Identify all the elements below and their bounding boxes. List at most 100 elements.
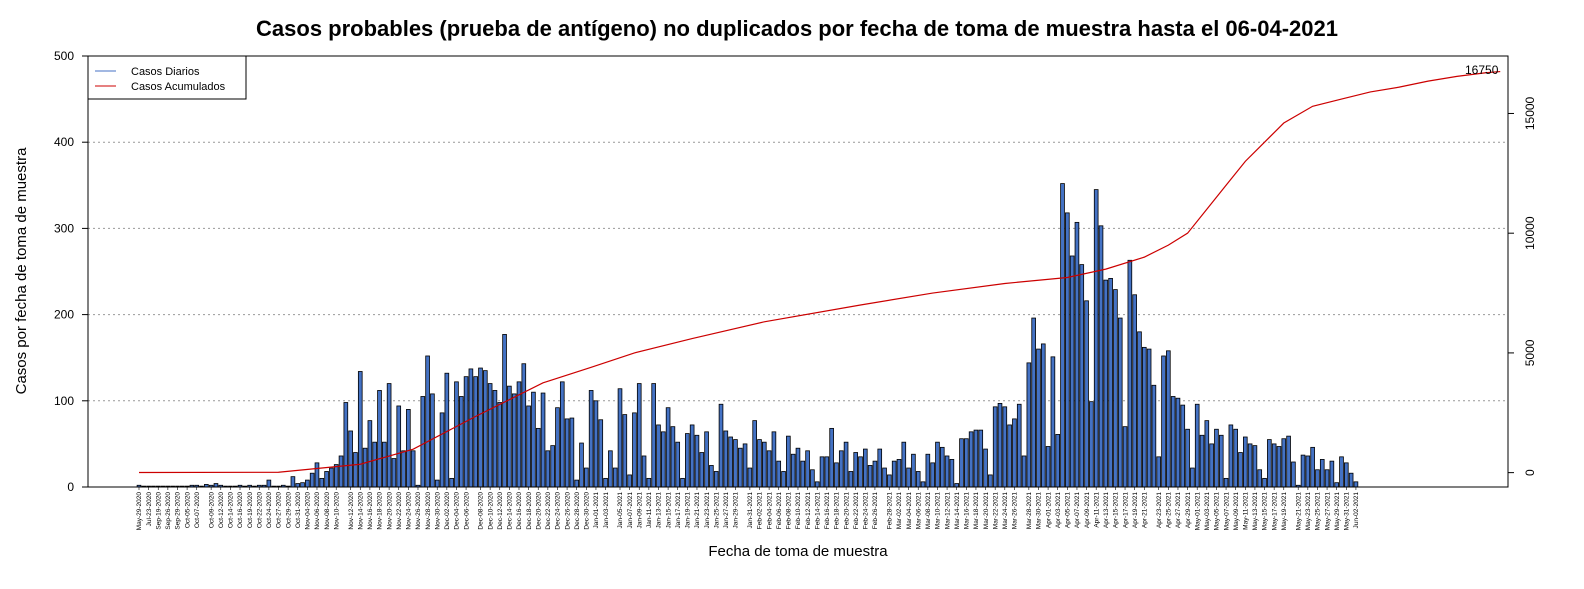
bar — [478, 367, 483, 488]
bar — [766, 450, 772, 488]
x-tick-label: Jan-25-2021 — [713, 492, 720, 529]
bar — [983, 448, 988, 488]
x-tick-label: Jan-31-2021 — [747, 492, 754, 529]
bar — [1146, 348, 1152, 488]
bar — [858, 456, 863, 488]
x-tick-label: Dec-06-2020 — [463, 492, 470, 530]
x-tick-label: Jan-07-2021 — [627, 492, 634, 529]
x-tick-label: Nov-22-2020 — [396, 492, 403, 530]
bar — [978, 429, 984, 488]
bar — [906, 467, 911, 488]
x-tick-label: Oct-09-2020 — [208, 492, 215, 529]
bar — [492, 390, 498, 488]
x-tick-label: Nov-26-2020 — [415, 492, 422, 530]
daily-bars — [136, 183, 1359, 488]
bar — [333, 464, 339, 488]
x-tick-label: Feb-08-2021 — [786, 492, 793, 530]
bar — [1156, 456, 1162, 488]
bar — [939, 446, 945, 488]
bar — [1074, 221, 1080, 488]
bar — [742, 443, 748, 488]
bar — [511, 393, 517, 488]
x-tick-label: Oct-12-2020 — [218, 492, 225, 529]
x-tick-label: Jan-01-2021 — [593, 492, 600, 529]
bar — [834, 462, 839, 488]
x-tick-label: Oct-22-2020 — [256, 492, 263, 529]
bar — [300, 482, 305, 488]
x-tick-label: Sep-29-2020 — [175, 492, 182, 530]
x-tick-label: May-11-2021 — [1243, 492, 1250, 530]
bar — [814, 481, 820, 488]
bar — [800, 460, 806, 488]
x-tick-label: Feb-16-2021 — [824, 492, 831, 530]
bar — [713, 471, 719, 488]
bar — [901, 441, 907, 488]
bar — [473, 376, 478, 488]
x-tick-label: Mar-06-2021 — [915, 492, 922, 530]
x-tick-label: Apr-09-2021 — [1084, 492, 1091, 529]
bar — [617, 388, 623, 488]
bar — [1016, 403, 1022, 488]
bar — [1214, 428, 1219, 488]
bar — [1060, 183, 1065, 488]
bar — [564, 418, 570, 488]
bar — [396, 405, 402, 488]
bar — [295, 483, 301, 488]
bar — [319, 477, 325, 488]
bar — [410, 450, 416, 488]
bar — [872, 460, 878, 488]
bar — [694, 434, 700, 488]
bar — [579, 442, 584, 488]
bar — [1122, 426, 1128, 488]
bar — [420, 396, 426, 488]
bar — [598, 419, 604, 488]
x-tick-label: Jan-21-2021 — [694, 492, 701, 529]
x-tick-label: Feb-28-2021 — [887, 492, 894, 530]
x-tick-label: Apr-27-2021 — [1175, 492, 1182, 529]
x-tick-label: Dec-30-2020 — [584, 492, 591, 530]
chart-title: Casos probables (prueba de antígeno) no … — [256, 16, 1338, 41]
bar — [762, 441, 767, 488]
y-tick-label: 100 — [54, 394, 74, 408]
bar — [1093, 189, 1099, 488]
left-y-axis: 0 100 200 300 400 500 — [54, 49, 88, 494]
x-tick-label: Apr-01-2021 — [1045, 492, 1052, 529]
x-tick-label: Oct-19-2020 — [247, 492, 254, 529]
x-tick-label: Dec-24-2020 — [555, 492, 562, 530]
final-cumulative-label: 16750 — [1465, 63, 1499, 77]
bar — [521, 363, 527, 488]
x-tick-label: Nov-12-2020 — [348, 492, 355, 530]
bar — [569, 417, 575, 488]
bar — [1170, 396, 1176, 488]
x-tick-label: Apr-25-2021 — [1166, 492, 1173, 529]
bar — [1310, 446, 1315, 488]
bar — [439, 412, 445, 488]
x-tick-label: Dec-14-2020 — [507, 492, 514, 530]
bar — [540, 392, 546, 488]
bar — [824, 456, 830, 488]
bar — [1103, 279, 1109, 488]
bar — [704, 431, 709, 488]
x-tick-label: Nov-10-2020 — [333, 492, 340, 530]
x-tick-label: May-27-2021 — [1324, 492, 1331, 531]
bar — [988, 474, 993, 488]
x-tick-label: Nov-24-2020 — [406, 492, 413, 530]
bar — [819, 456, 825, 488]
bar — [444, 372, 450, 488]
bar — [867, 465, 873, 488]
x-tick-label: May-15-2021 — [1262, 492, 1269, 531]
bar — [992, 406, 998, 488]
bar — [636, 383, 642, 488]
bar — [213, 483, 219, 488]
bar — [483, 370, 488, 488]
y2-tick-label: 0 — [1523, 469, 1537, 476]
bar — [622, 414, 628, 488]
bar — [1353, 481, 1359, 488]
bar — [660, 431, 666, 488]
x-tick-label: Apr-19-2021 — [1132, 492, 1139, 529]
x-tick-label: Nov-14-2020 — [357, 492, 364, 530]
x-tick-label: Feb-22-2021 — [853, 492, 860, 530]
x-tick-label: May-19-2021 — [1281, 492, 1288, 531]
x-tick-label: Mar-24-2021 — [1002, 492, 1009, 530]
bar — [545, 450, 551, 488]
